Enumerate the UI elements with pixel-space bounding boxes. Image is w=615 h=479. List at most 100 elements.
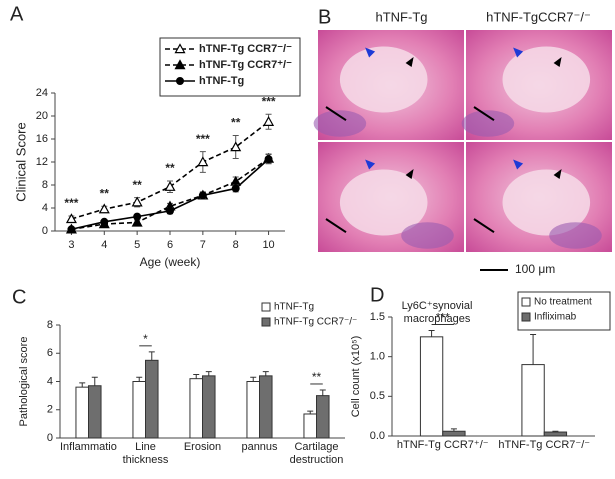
point — [174, 59, 186, 70]
arrow — [325, 218, 347, 234]
error-bar — [319, 389, 326, 396]
y-tick-label: 16 — [36, 133, 48, 145]
significance: *** — [196, 132, 210, 146]
point — [131, 196, 143, 207]
y-tick-label: 24 — [36, 87, 48, 99]
x-tick-label-box: Cartilage destruction — [289, 441, 344, 466]
error-bar — [552, 430, 559, 433]
x-tick-label: 3 — [68, 239, 74, 251]
tissue-region — [339, 46, 428, 113]
bar — [189, 378, 204, 439]
legend-swatch — [521, 312, 531, 322]
arrow — [325, 106, 347, 122]
column-label: hTNF-TgCCR7⁻/⁻ — [486, 9, 591, 24]
arrowhead — [405, 57, 414, 67]
y-axis-title: Cell count (x10⁵) — [350, 336, 362, 418]
tissue-region — [339, 169, 428, 236]
x-tick-label: pannus — [241, 441, 278, 453]
chart-title-box: Ly6C⁺synovial macrophages — [402, 300, 473, 325]
synovium-region — [313, 110, 367, 137]
error-bar — [136, 376, 143, 382]
x-tick-label-box: hTNF-Tg CCR7⁺/⁻ — [397, 439, 489, 451]
significance: ** — [132, 178, 142, 192]
legend-swatch — [261, 302, 271, 312]
panel-label: C — [12, 286, 26, 308]
arrowhead — [553, 169, 562, 179]
y-tick-label: 4 — [42, 202, 48, 214]
x-tick-label: Cartilage destruction — [289, 441, 344, 466]
point — [264, 155, 273, 164]
significance: ** — [100, 186, 110, 200]
point — [67, 225, 76, 234]
point — [131, 216, 143, 227]
point — [263, 116, 275, 126]
significance: *** — [262, 94, 276, 108]
x-tick-label: 5 — [134, 239, 140, 251]
y-tick-label: 1.0 — [370, 351, 385, 363]
y-tick-label: 0 — [42, 225, 48, 237]
y-tick-label: 1.5 — [370, 311, 385, 323]
legend-label: hTNF-Tg CCR7⁺/⁻ — [199, 59, 292, 71]
error-bar — [307, 410, 314, 414]
bar — [543, 431, 568, 437]
point — [166, 206, 174, 215]
arrowhead — [405, 169, 414, 179]
arrowhead-blue — [365, 159, 376, 170]
error-bar — [193, 373, 200, 379]
point — [176, 77, 184, 85]
tissue-region — [502, 46, 591, 113]
point — [65, 213, 77, 224]
column-label: hTNF-Tg — [376, 9, 428, 24]
panel-label: B — [318, 6, 331, 28]
error-bar — [530, 333, 537, 365]
point — [133, 212, 142, 221]
arrow — [473, 218, 495, 234]
y-tick-label: 0.5 — [370, 390, 385, 402]
legend-label: hTNF-Tg CCR7⁻/⁻ — [199, 43, 292, 55]
y-tick-label: 20 — [36, 110, 48, 122]
y-axis-title: Pathological score — [18, 337, 30, 427]
significance: ** — [231, 116, 241, 130]
synovium-region — [461, 110, 515, 137]
legend-label: hTNF-Tg — [199, 75, 244, 87]
error-bar — [205, 371, 212, 376]
error-bar — [91, 376, 98, 386]
x-axis-title: Age (week) — [140, 255, 201, 269]
bar — [316, 395, 330, 439]
x-tick-label-box: Line thickness — [122, 441, 169, 466]
bar — [259, 375, 273, 439]
y-tick-label: 8 — [42, 179, 48, 191]
error-bar — [428, 329, 435, 337]
significance: *** — [436, 311, 450, 325]
legend-label: Infliximab — [534, 312, 577, 323]
x-tick-label: 4 — [101, 239, 107, 251]
point — [100, 217, 109, 226]
panel-label: A — [10, 3, 24, 25]
significance: ** — [312, 370, 322, 384]
x-tick-label: 6 — [167, 239, 173, 251]
arrowhead-blue — [365, 47, 376, 58]
bar — [202, 375, 216, 439]
arrowhead-blue — [513, 47, 524, 58]
bar — [521, 364, 545, 437]
arrowhead — [553, 57, 562, 67]
x-tick-label: Line thickness — [122, 441, 169, 466]
error-bar — [79, 382, 86, 388]
x-tick-label: 8 — [233, 239, 239, 251]
point — [198, 191, 207, 200]
bar — [132, 381, 147, 439]
bar — [88, 385, 102, 439]
bar — [442, 430, 466, 437]
x-tick-label: Inflammation — [60, 441, 117, 453]
synovium-region — [549, 222, 602, 249]
y-axis-title: Clinical Score — [13, 122, 28, 201]
legend-label: No treatment — [534, 297, 592, 308]
x-tick-label: hTNF-Tg CCR7⁻/⁻ — [498, 439, 591, 451]
point — [231, 184, 240, 193]
panel-label: D — [370, 284, 384, 306]
y-tick-label: 8 — [47, 319, 53, 331]
tissue-region — [502, 169, 591, 236]
synovium-region — [401, 222, 454, 249]
bar — [75, 386, 89, 439]
error-bar — [262, 371, 269, 376]
